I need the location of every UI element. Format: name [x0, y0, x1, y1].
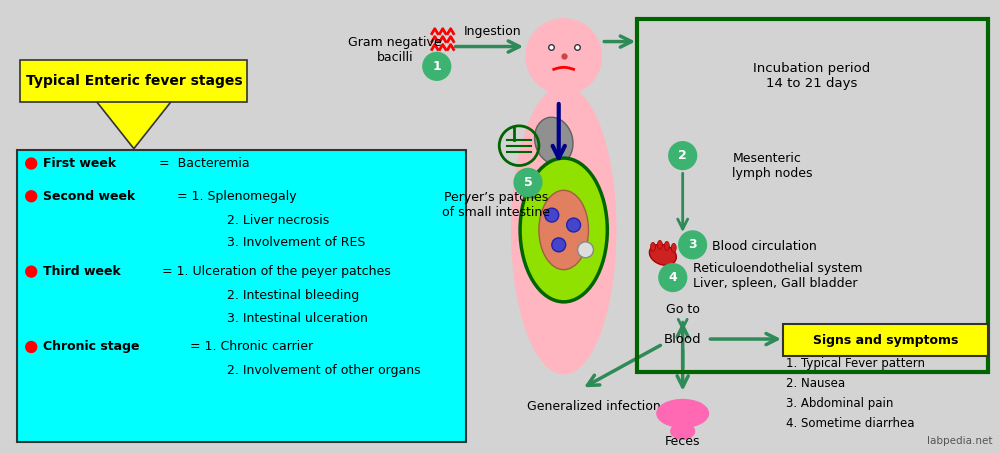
Circle shape — [423, 53, 451, 80]
Circle shape — [514, 168, 542, 196]
Text: Mesenteric
lymph nodes: Mesenteric lymph nodes — [732, 152, 813, 179]
Circle shape — [26, 158, 37, 169]
Ellipse shape — [664, 242, 669, 250]
FancyBboxPatch shape — [783, 324, 988, 356]
Text: 3. Abdominal pain: 3. Abdominal pain — [786, 397, 893, 410]
Text: 3. Intestinal ulceration: 3. Intestinal ulceration — [207, 312, 368, 325]
Circle shape — [26, 266, 37, 277]
Text: Go to: Go to — [666, 303, 700, 316]
Circle shape — [669, 142, 697, 169]
Text: 4. Sometime diarrhea: 4. Sometime diarrhea — [786, 417, 914, 430]
Text: Typical Enteric fever stages: Typical Enteric fever stages — [26, 74, 242, 88]
Text: =  Bacteremia: = Bacteremia — [159, 157, 250, 170]
Circle shape — [545, 208, 559, 222]
Text: 1. Typical Fever pattern: 1. Typical Fever pattern — [786, 357, 925, 370]
Text: Blood: Blood — [664, 332, 702, 345]
Text: Third week: Third week — [43, 265, 121, 278]
FancyBboxPatch shape — [20, 60, 247, 102]
Ellipse shape — [649, 244, 676, 265]
Text: 3. Involvement of RES: 3. Involvement of RES — [207, 237, 365, 249]
Text: First week: First week — [43, 157, 116, 170]
Text: = 1. Splenomegaly: = 1. Splenomegaly — [177, 190, 297, 203]
Ellipse shape — [535, 117, 573, 164]
Circle shape — [659, 264, 687, 291]
Text: 1: 1 — [432, 60, 441, 73]
Text: 2. Involvement of other organs: 2. Involvement of other organs — [207, 364, 420, 377]
Ellipse shape — [657, 240, 662, 249]
Ellipse shape — [564, 227, 575, 241]
Text: Signs and symptoms: Signs and symptoms — [813, 334, 958, 346]
Text: Generalized infection: Generalized infection — [527, 400, 660, 413]
Text: Incubation period
14 to 21 days: Incubation period 14 to 21 days — [753, 62, 870, 90]
Text: Feces: Feces — [665, 434, 700, 448]
Text: Blood circulation: Blood circulation — [712, 240, 817, 253]
Ellipse shape — [657, 400, 708, 427]
Circle shape — [578, 242, 593, 258]
Text: = 1. Ulceration of the peyer patches: = 1. Ulceration of the peyer patches — [162, 265, 391, 278]
Text: 4: 4 — [668, 271, 677, 284]
Ellipse shape — [562, 216, 572, 229]
Circle shape — [26, 191, 37, 202]
Text: Ingestion: Ingestion — [463, 25, 521, 38]
Circle shape — [526, 19, 601, 94]
Circle shape — [26, 341, 37, 352]
Text: Gram negative
bacilli: Gram negative bacilli — [348, 35, 442, 64]
Text: 5: 5 — [524, 176, 532, 189]
Text: = 1. Chronic carrier: = 1. Chronic carrier — [190, 340, 313, 354]
Text: 2: 2 — [678, 149, 687, 162]
Text: Chronic stage: Chronic stage — [43, 340, 140, 354]
Ellipse shape — [671, 423, 695, 439]
Ellipse shape — [545, 220, 558, 230]
Text: 2. Intestinal bleeding: 2. Intestinal bleeding — [207, 289, 359, 302]
Text: 2. Nausea: 2. Nausea — [786, 377, 845, 390]
Ellipse shape — [573, 223, 587, 233]
Polygon shape — [96, 101, 172, 148]
Circle shape — [679, 231, 706, 259]
Text: Second week: Second week — [43, 190, 135, 203]
Circle shape — [552, 238, 566, 252]
Text: Reticuloendothelial system
Liver, spleen, Gall bladder: Reticuloendothelial system Liver, spleen… — [693, 262, 862, 290]
Ellipse shape — [671, 243, 676, 252]
Ellipse shape — [539, 190, 588, 270]
Ellipse shape — [520, 158, 607, 302]
Text: Peryer’s patches
of small intestine: Peryer’s patches of small intestine — [442, 191, 550, 219]
Ellipse shape — [650, 242, 655, 252]
Ellipse shape — [512, 86, 616, 374]
Text: 3: 3 — [688, 238, 697, 252]
FancyBboxPatch shape — [17, 150, 466, 442]
Circle shape — [567, 218, 581, 232]
Text: labpedia.net: labpedia.net — [927, 436, 992, 446]
Ellipse shape — [550, 228, 562, 240]
Text: 2. Liver necrosis: 2. Liver necrosis — [207, 213, 329, 227]
